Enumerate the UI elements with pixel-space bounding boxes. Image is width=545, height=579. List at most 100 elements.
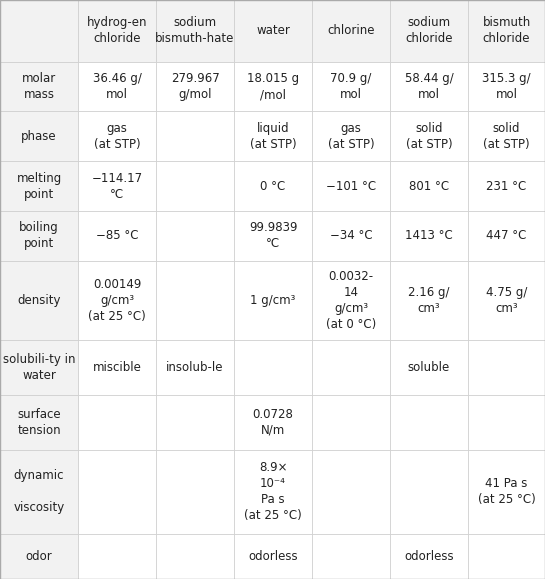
Text: 8.9×
10⁻⁴
Pa s
(at 25 °C): 8.9× 10⁻⁴ Pa s (at 25 °C) bbox=[244, 461, 302, 522]
Bar bbox=[156, 340, 234, 395]
Bar bbox=[156, 62, 234, 111]
Bar bbox=[0, 261, 78, 340]
Text: gas
(at STP): gas (at STP) bbox=[94, 122, 140, 151]
Bar bbox=[390, 534, 468, 579]
Text: sodium
bismuth­hate: sodium bismuth­hate bbox=[155, 16, 235, 45]
Bar bbox=[78, 261, 156, 340]
Text: dynamic
 
viscosity: dynamic viscosity bbox=[14, 470, 65, 515]
Bar bbox=[468, 395, 545, 450]
Text: 70.9 g/
mol: 70.9 g/ mol bbox=[330, 72, 372, 101]
Text: 58.44 g/
mol: 58.44 g/ mol bbox=[404, 72, 453, 101]
Bar bbox=[312, 62, 390, 111]
Bar bbox=[390, 450, 468, 534]
Bar bbox=[234, 161, 312, 211]
Text: gas
(at STP): gas (at STP) bbox=[328, 122, 374, 151]
Bar bbox=[78, 62, 156, 111]
Text: 801 °C: 801 °C bbox=[409, 179, 449, 193]
Text: 4.75 g/
cm³: 4.75 g/ cm³ bbox=[486, 286, 527, 315]
Bar bbox=[234, 211, 312, 261]
Bar bbox=[156, 395, 234, 450]
Text: molar
mass: molar mass bbox=[22, 72, 56, 101]
Bar bbox=[0, 111, 78, 161]
Bar bbox=[156, 0, 234, 62]
Bar bbox=[312, 0, 390, 62]
Bar bbox=[468, 534, 545, 579]
Bar bbox=[312, 340, 390, 395]
Text: 315.3 g/
mol: 315.3 g/ mol bbox=[482, 72, 531, 101]
Bar bbox=[234, 340, 312, 395]
Bar bbox=[312, 111, 390, 161]
Text: soluble: soluble bbox=[408, 361, 450, 374]
Bar bbox=[78, 395, 156, 450]
Bar bbox=[78, 534, 156, 579]
Text: surface
tension: surface tension bbox=[17, 408, 61, 437]
Text: 279.967
g/mol: 279.967 g/mol bbox=[171, 72, 220, 101]
Bar bbox=[390, 395, 468, 450]
Bar bbox=[78, 450, 156, 534]
Text: odor: odor bbox=[26, 550, 52, 563]
Bar bbox=[156, 111, 234, 161]
Bar bbox=[390, 211, 468, 261]
Text: 231 °C: 231 °C bbox=[486, 179, 526, 193]
Text: solubili­ty in
water: solubili­ty in water bbox=[3, 353, 75, 382]
Text: 0.0728
N/m: 0.0728 N/m bbox=[252, 408, 293, 437]
Text: phase: phase bbox=[21, 130, 57, 143]
Bar bbox=[234, 62, 312, 111]
Bar bbox=[390, 161, 468, 211]
Text: 447 °C: 447 °C bbox=[486, 229, 526, 242]
Bar bbox=[390, 62, 468, 111]
Text: miscible: miscible bbox=[93, 361, 142, 374]
Bar bbox=[0, 450, 78, 534]
Bar bbox=[0, 395, 78, 450]
Bar bbox=[468, 161, 545, 211]
Text: −34 °C: −34 °C bbox=[330, 229, 372, 242]
Text: density: density bbox=[17, 294, 60, 307]
Text: liquid
(at STP): liquid (at STP) bbox=[250, 122, 296, 151]
Bar bbox=[234, 261, 312, 340]
Bar bbox=[312, 534, 390, 579]
Bar bbox=[312, 450, 390, 534]
Bar bbox=[156, 261, 234, 340]
Text: water: water bbox=[256, 24, 290, 37]
Bar bbox=[468, 450, 545, 534]
Bar bbox=[0, 161, 78, 211]
Bar bbox=[156, 161, 234, 211]
Bar bbox=[156, 534, 234, 579]
Bar bbox=[390, 0, 468, 62]
Bar bbox=[468, 261, 545, 340]
Text: 0.0032­
14
g/cm³
(at 0 °C): 0.0032­ 14 g/cm³ (at 0 °C) bbox=[326, 270, 376, 331]
Text: solid
(at STP): solid (at STP) bbox=[405, 122, 452, 151]
Bar bbox=[78, 0, 156, 62]
Text: boiling
point: boiling point bbox=[19, 221, 59, 250]
Bar bbox=[312, 161, 390, 211]
Text: 1413 °C: 1413 °C bbox=[405, 229, 453, 242]
Bar bbox=[390, 111, 468, 161]
Bar bbox=[468, 0, 545, 62]
Bar bbox=[0, 534, 78, 579]
Text: 0 °C: 0 °C bbox=[261, 179, 286, 193]
Bar bbox=[234, 111, 312, 161]
Bar bbox=[390, 340, 468, 395]
Bar bbox=[468, 340, 545, 395]
Bar bbox=[468, 62, 545, 111]
Bar bbox=[0, 340, 78, 395]
Bar bbox=[78, 111, 156, 161]
Bar bbox=[156, 211, 234, 261]
Text: 41 Pa s
(at 25 °C): 41 Pa s (at 25 °C) bbox=[477, 478, 535, 507]
Bar bbox=[468, 211, 545, 261]
Text: 1 g/cm³: 1 g/cm³ bbox=[250, 294, 296, 307]
Text: 0.00149
g/cm³
(at 25 °C): 0.00149 g/cm³ (at 25 °C) bbox=[88, 278, 146, 323]
Bar bbox=[0, 62, 78, 111]
Bar bbox=[312, 211, 390, 261]
Text: odorless: odorless bbox=[404, 550, 454, 563]
Bar bbox=[234, 0, 312, 62]
Bar bbox=[468, 111, 545, 161]
Bar bbox=[234, 450, 312, 534]
Text: 99.9839
°C: 99.9839 °C bbox=[249, 221, 297, 250]
Text: −114.17
°C: −114.17 °C bbox=[92, 171, 143, 200]
Bar bbox=[78, 211, 156, 261]
Bar bbox=[78, 340, 156, 395]
Text: −101 °C: −101 °C bbox=[326, 179, 376, 193]
Bar bbox=[312, 395, 390, 450]
Bar bbox=[0, 211, 78, 261]
